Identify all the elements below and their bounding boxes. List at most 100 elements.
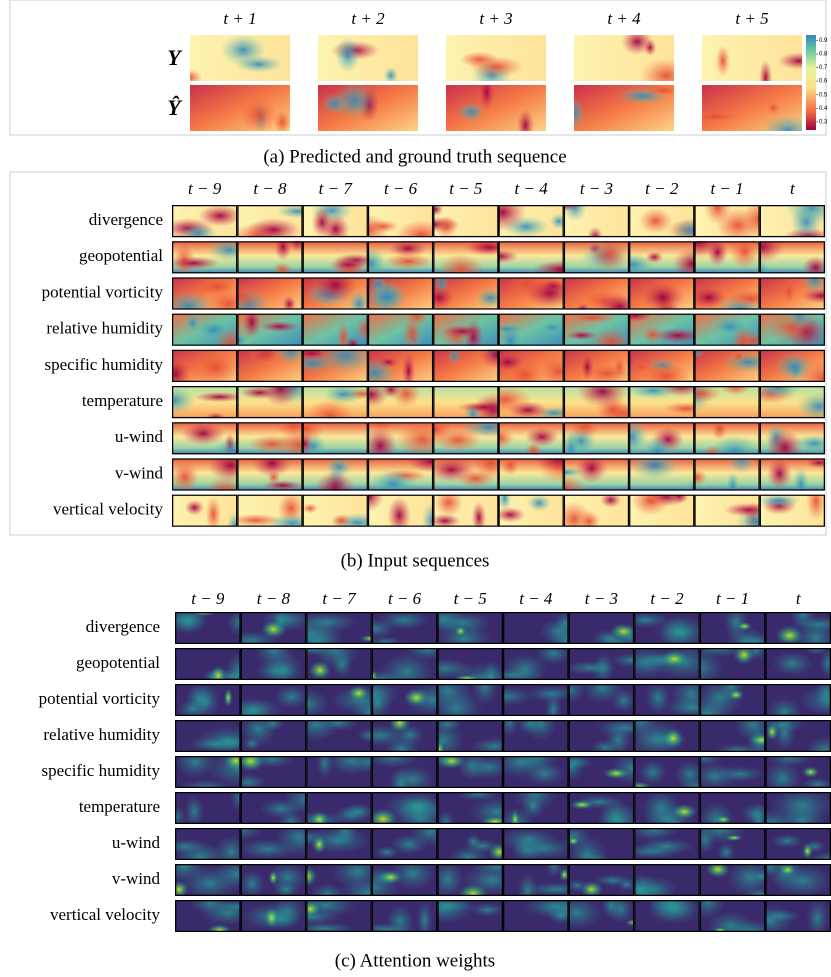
heatmap-blob	[716, 45, 730, 77]
heatmap-blob	[706, 861, 731, 878]
heatmap-blob	[247, 218, 301, 241]
heatmap-blob	[511, 837, 575, 859]
column-label: t + 2	[351, 9, 385, 28]
column-label: t − 2	[650, 589, 684, 608]
colorbar-tick-label: 0.6	[819, 79, 828, 85]
heatmap-blob	[645, 681, 671, 714]
column-label: t − 8	[257, 589, 291, 608]
figure: (a) Predicted and ground truth sequence …	[0, 0, 831, 977]
column-label: t − 4	[515, 179, 549, 198]
column-label: t − 6	[388, 589, 422, 608]
heatmap-blob	[261, 715, 285, 731]
heatmap-blob	[448, 349, 461, 363]
heatmap	[495, 485, 564, 526]
column-label: t − 1	[716, 589, 749, 608]
heatmap-blob	[779, 864, 796, 876]
heatmap-blob	[660, 650, 688, 667]
column-label: t − 1	[710, 179, 743, 198]
heatmap	[499, 271, 575, 310]
heatmap-blob	[234, 56, 282, 73]
row-label: potential vorticity	[39, 689, 161, 708]
heatmap-blob	[437, 753, 466, 769]
heatmap-blob	[309, 660, 332, 680]
heatmap-blob	[771, 834, 803, 848]
heatmap-blob	[345, 337, 360, 352]
heatmap-blob	[725, 835, 743, 841]
row-label: specific humidity	[41, 761, 160, 780]
heatmap-blob	[224, 688, 233, 707]
column-label: t + 4	[607, 9, 641, 28]
column-label: t − 7	[322, 589, 357, 608]
caption: (c) Attention weights	[335, 950, 495, 971]
heatmap	[190, 85, 291, 134]
row-label: divergence	[86, 617, 160, 636]
heatmap-blob	[169, 257, 220, 270]
heatmap-blob	[442, 325, 483, 338]
column-label: t − 9	[191, 589, 225, 608]
heatmap-blob	[262, 480, 303, 491]
colorbar-tick-label: 0.7	[819, 65, 828, 71]
heatmap-blob	[648, 893, 696, 921]
heatmap	[567, 864, 636, 898]
heatmap-blob	[457, 102, 484, 121]
heatmap-blob	[505, 361, 545, 390]
heatmap	[564, 235, 629, 273]
heatmap	[241, 896, 307, 932]
caption: (b) Input sequences	[341, 550, 490, 571]
heatmap-blob	[564, 661, 617, 675]
heatmap-blob	[387, 497, 411, 534]
row-label: divergence	[89, 210, 163, 229]
heatmap-blob	[525, 442, 543, 459]
heatmap-blob	[173, 607, 206, 634]
heatmap	[629, 487, 694, 527]
heatmap-blob	[802, 843, 813, 859]
heatmap-blob	[453, 675, 481, 682]
heatmap-blob	[243, 738, 262, 750]
heatmap	[765, 641, 831, 680]
heatmap-blob	[728, 690, 744, 701]
heatmap	[629, 277, 694, 318]
heatmap-blob	[737, 622, 753, 630]
heatmap-blob	[671, 804, 697, 820]
heatmap-blob	[187, 737, 243, 751]
heatmap	[629, 449, 705, 501]
colorbar	[806, 35, 816, 130]
heatmap	[446, 73, 546, 142]
heatmap	[318, 83, 418, 131]
heatmap-blob	[385, 253, 433, 270]
heatmap-blob	[454, 626, 466, 636]
heatmap-blob	[162, 359, 190, 389]
heatmap-blob	[185, 500, 204, 516]
heatmap-blob	[535, 642, 572, 665]
heatmap-blob	[178, 69, 203, 85]
heatmap-blob	[713, 927, 728, 934]
heatmap-blob	[639, 208, 673, 234]
heatmap-blob	[403, 316, 422, 352]
heatmap	[303, 314, 379, 355]
heatmap-blob	[766, 723, 779, 741]
heatmap-blob	[772, 651, 813, 676]
heatmap	[433, 314, 498, 355]
heatmap	[366, 274, 433, 315]
heatmap	[178, 35, 290, 86]
heatmap	[629, 350, 694, 390]
heatmap-blob	[191, 350, 241, 386]
heatmap-blob	[434, 428, 481, 452]
column-label: t − 4	[519, 589, 553, 608]
row-label: Ŷ	[167, 95, 183, 120]
row-label: geopotential	[79, 246, 163, 265]
heatmap-blob	[641, 283, 683, 312]
heatmap	[240, 711, 306, 752]
heatmap-blob	[730, 234, 760, 269]
heatmap-blob	[715, 815, 731, 823]
column-label: t	[790, 179, 796, 198]
row-label: v-wind	[115, 463, 164, 482]
heatmap-blob	[416, 900, 433, 939]
column-label: t − 6	[384, 179, 418, 198]
column-label: t − 3	[585, 589, 618, 608]
heatmap	[172, 495, 244, 540]
heatmap-blob	[370, 469, 417, 498]
heatmap-blob	[342, 803, 375, 820]
heatmap-blob	[269, 870, 278, 885]
heatmap	[424, 271, 505, 310]
